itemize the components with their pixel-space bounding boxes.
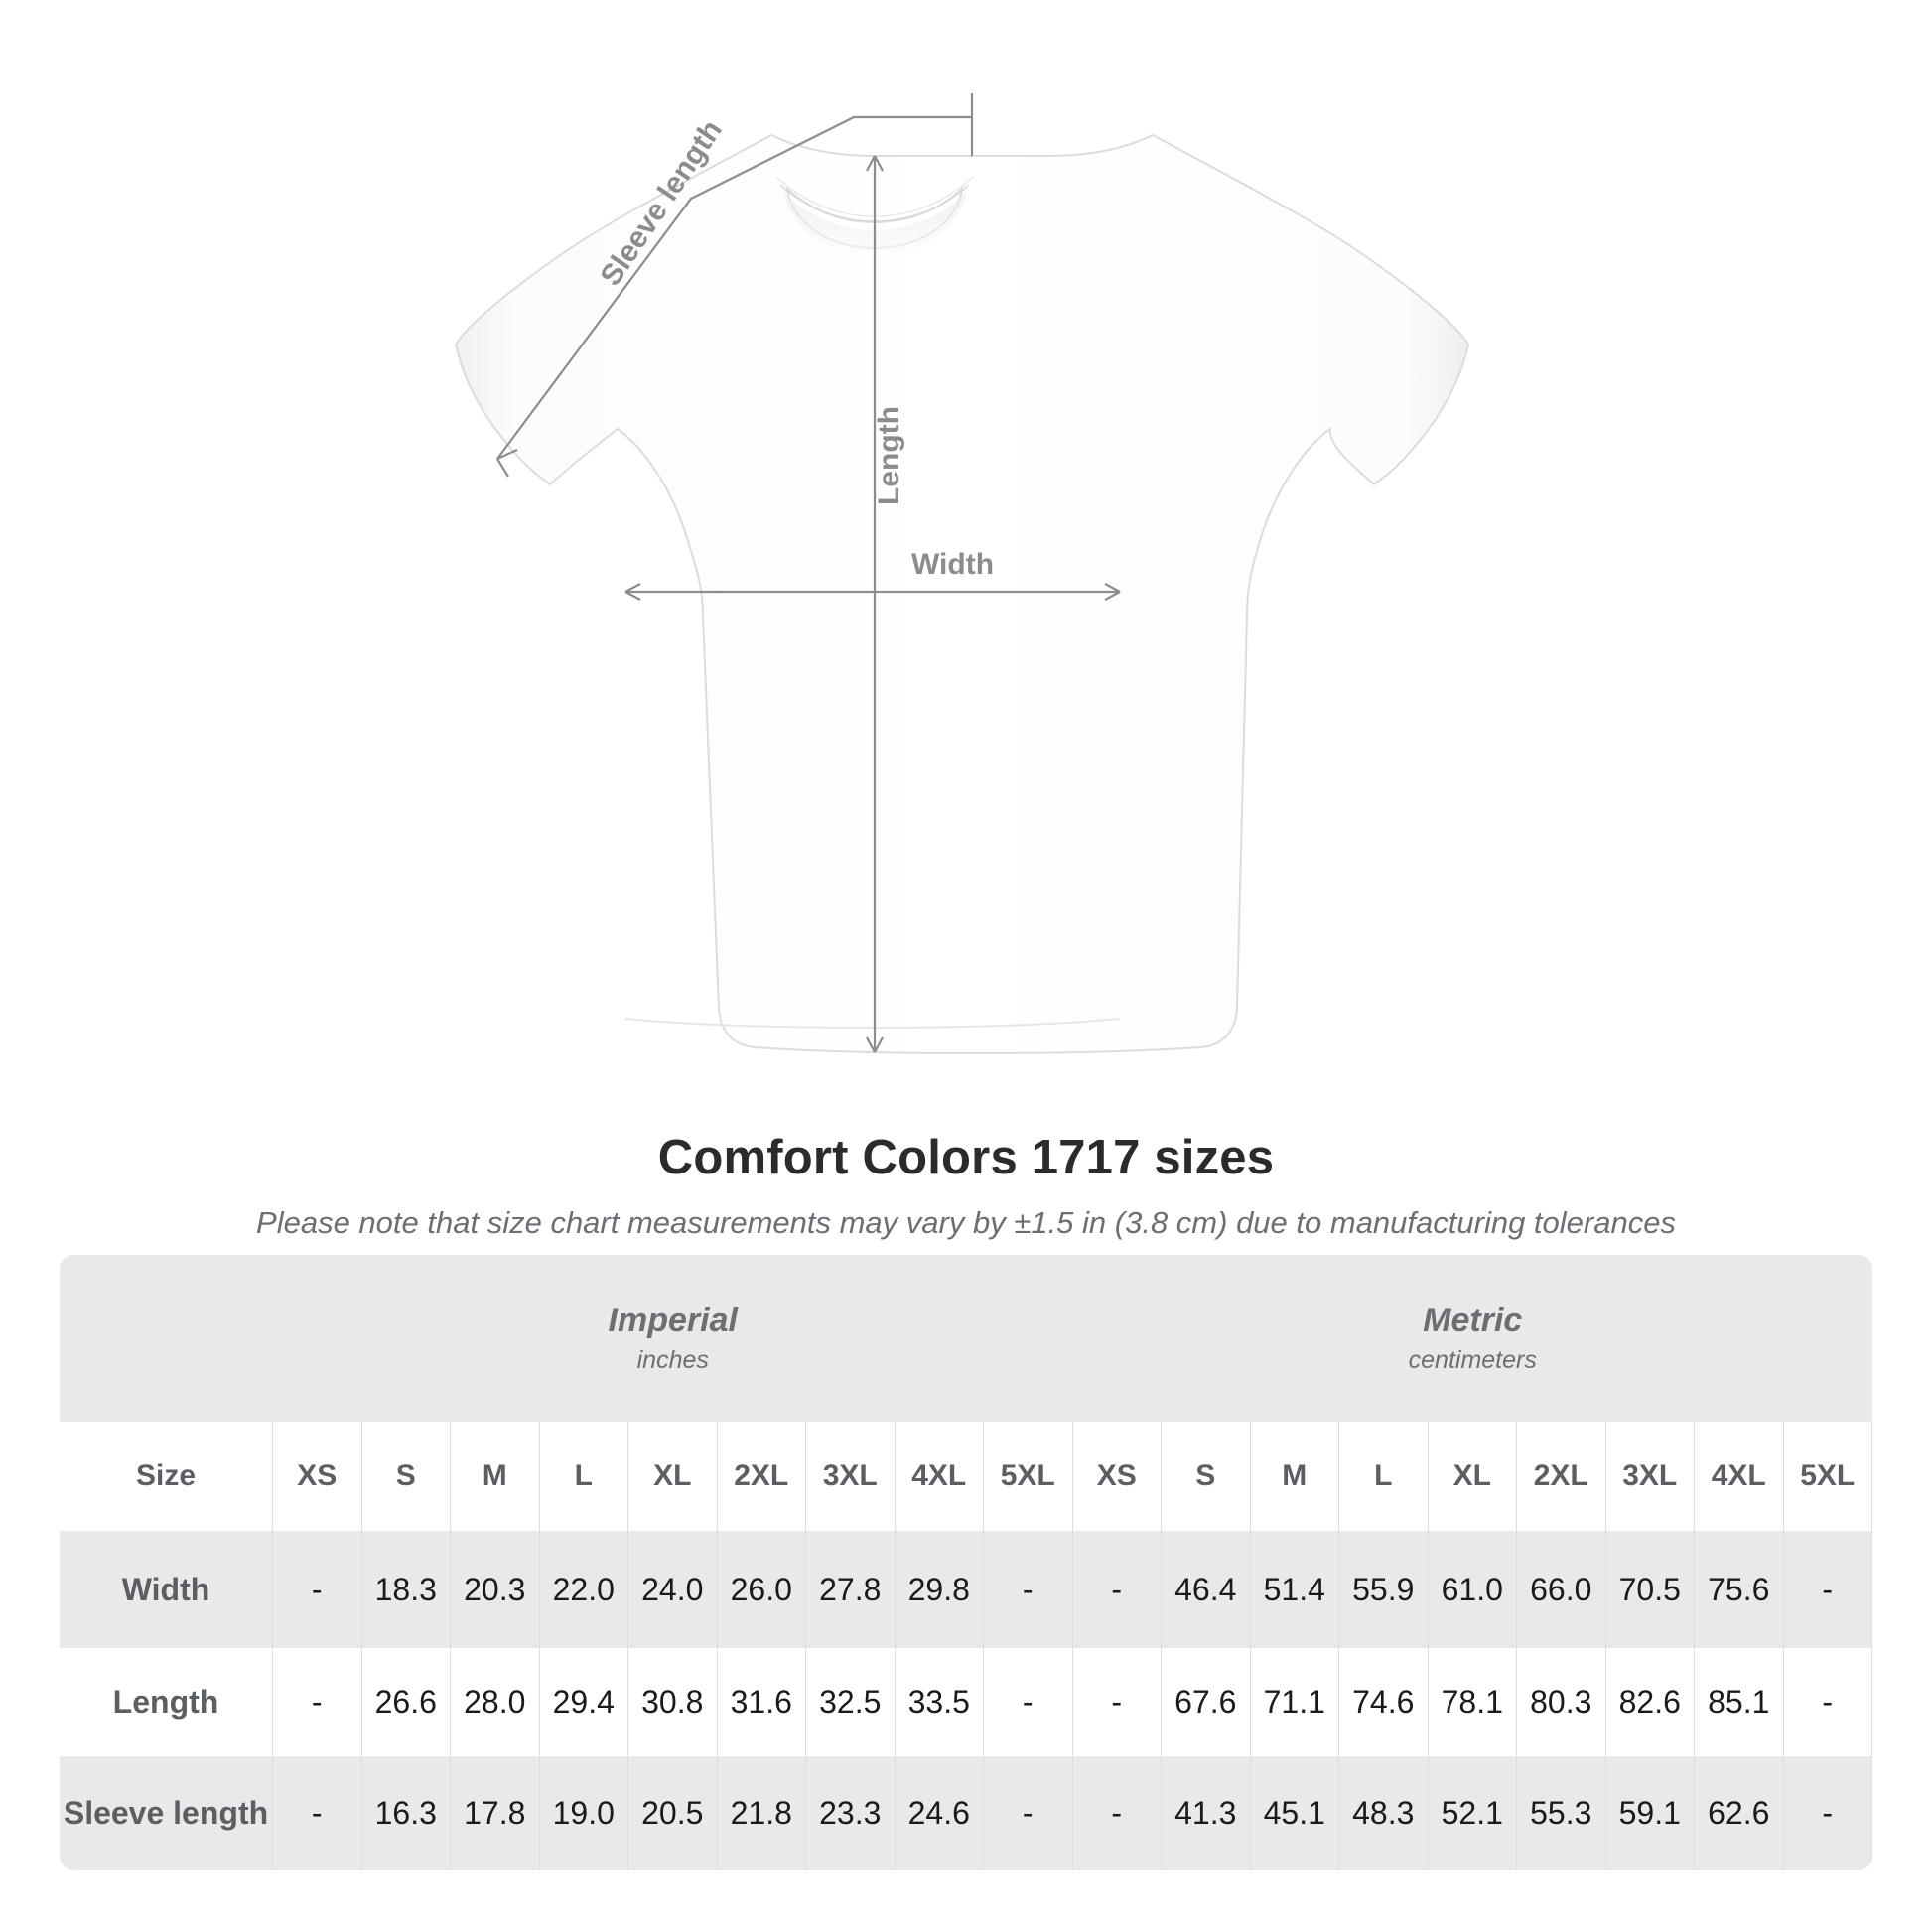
svg-text:Length: Length [873,406,905,505]
svg-text:Width: Width [911,548,994,581]
